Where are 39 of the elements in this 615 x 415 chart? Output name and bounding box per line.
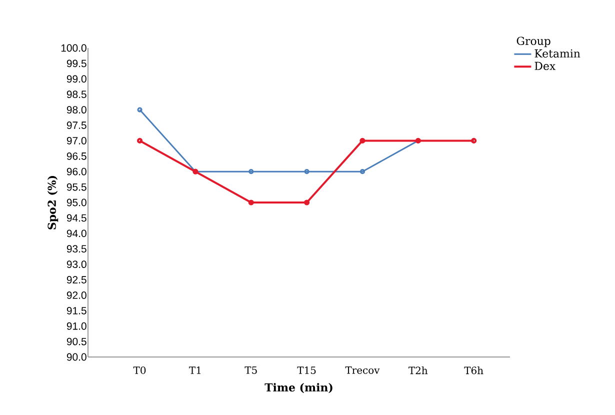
x-tick-label: T5: [244, 366, 257, 374]
y-tick-label: 90.0: [66, 353, 86, 361]
y-tick-label: 98.5: [66, 90, 86, 98]
y-tick-label: 95.5: [66, 183, 86, 191]
y-tick-label: 97.5: [66, 122, 86, 129]
y-tick-label: 98.0: [66, 106, 86, 114]
y-tick-label: 93.5: [66, 245, 86, 253]
legend-label: Ketamin: [534, 49, 580, 58]
y-tick-label: 99.5: [66, 60, 86, 68]
x-tick-label: T6h: [464, 366, 484, 374]
legend-title: Group: [516, 36, 550, 48]
point: [248, 169, 254, 174]
y-tick-label: 92.0: [66, 292, 86, 299]
y-tick-label: 91.0: [66, 322, 86, 330]
y-tick-label: 96.0: [66, 168, 86, 176]
y-tick-label: 95.0: [66, 198, 86, 206]
y-tick-label: 94.5: [66, 214, 86, 222]
point: [360, 169, 366, 174]
point: [248, 200, 254, 206]
y-tick-label: 91.5: [66, 306, 86, 314]
x-tick-label: Trecov: [345, 366, 380, 374]
x-tick-label: T0: [133, 366, 146, 374]
point: [360, 138, 366, 144]
y-tick-label: 90.5: [66, 338, 86, 346]
y-tick-label: 97.0: [66, 137, 86, 144]
y-tick-label: 99.0: [66, 75, 86, 83]
x-tick-label: T1: [189, 366, 201, 374]
y-tick-label: 100.0: [61, 44, 86, 52]
legend-label: Dex: [534, 62, 556, 70]
y-tick-label: 92.5: [66, 276, 86, 284]
x-tick-label: T2h: [408, 366, 428, 374]
x-axis-title: Time (min): [264, 383, 332, 394]
y-tick-label: 93.0: [66, 260, 86, 268]
x-tick-label: T15: [297, 366, 316, 374]
y-tick-label: 94.0: [66, 230, 86, 238]
y-tick-label: 96.5: [66, 152, 86, 160]
point: [304, 169, 310, 174]
point: [304, 200, 310, 206]
y-axis-title: Spo2 (%): [47, 176, 58, 230]
